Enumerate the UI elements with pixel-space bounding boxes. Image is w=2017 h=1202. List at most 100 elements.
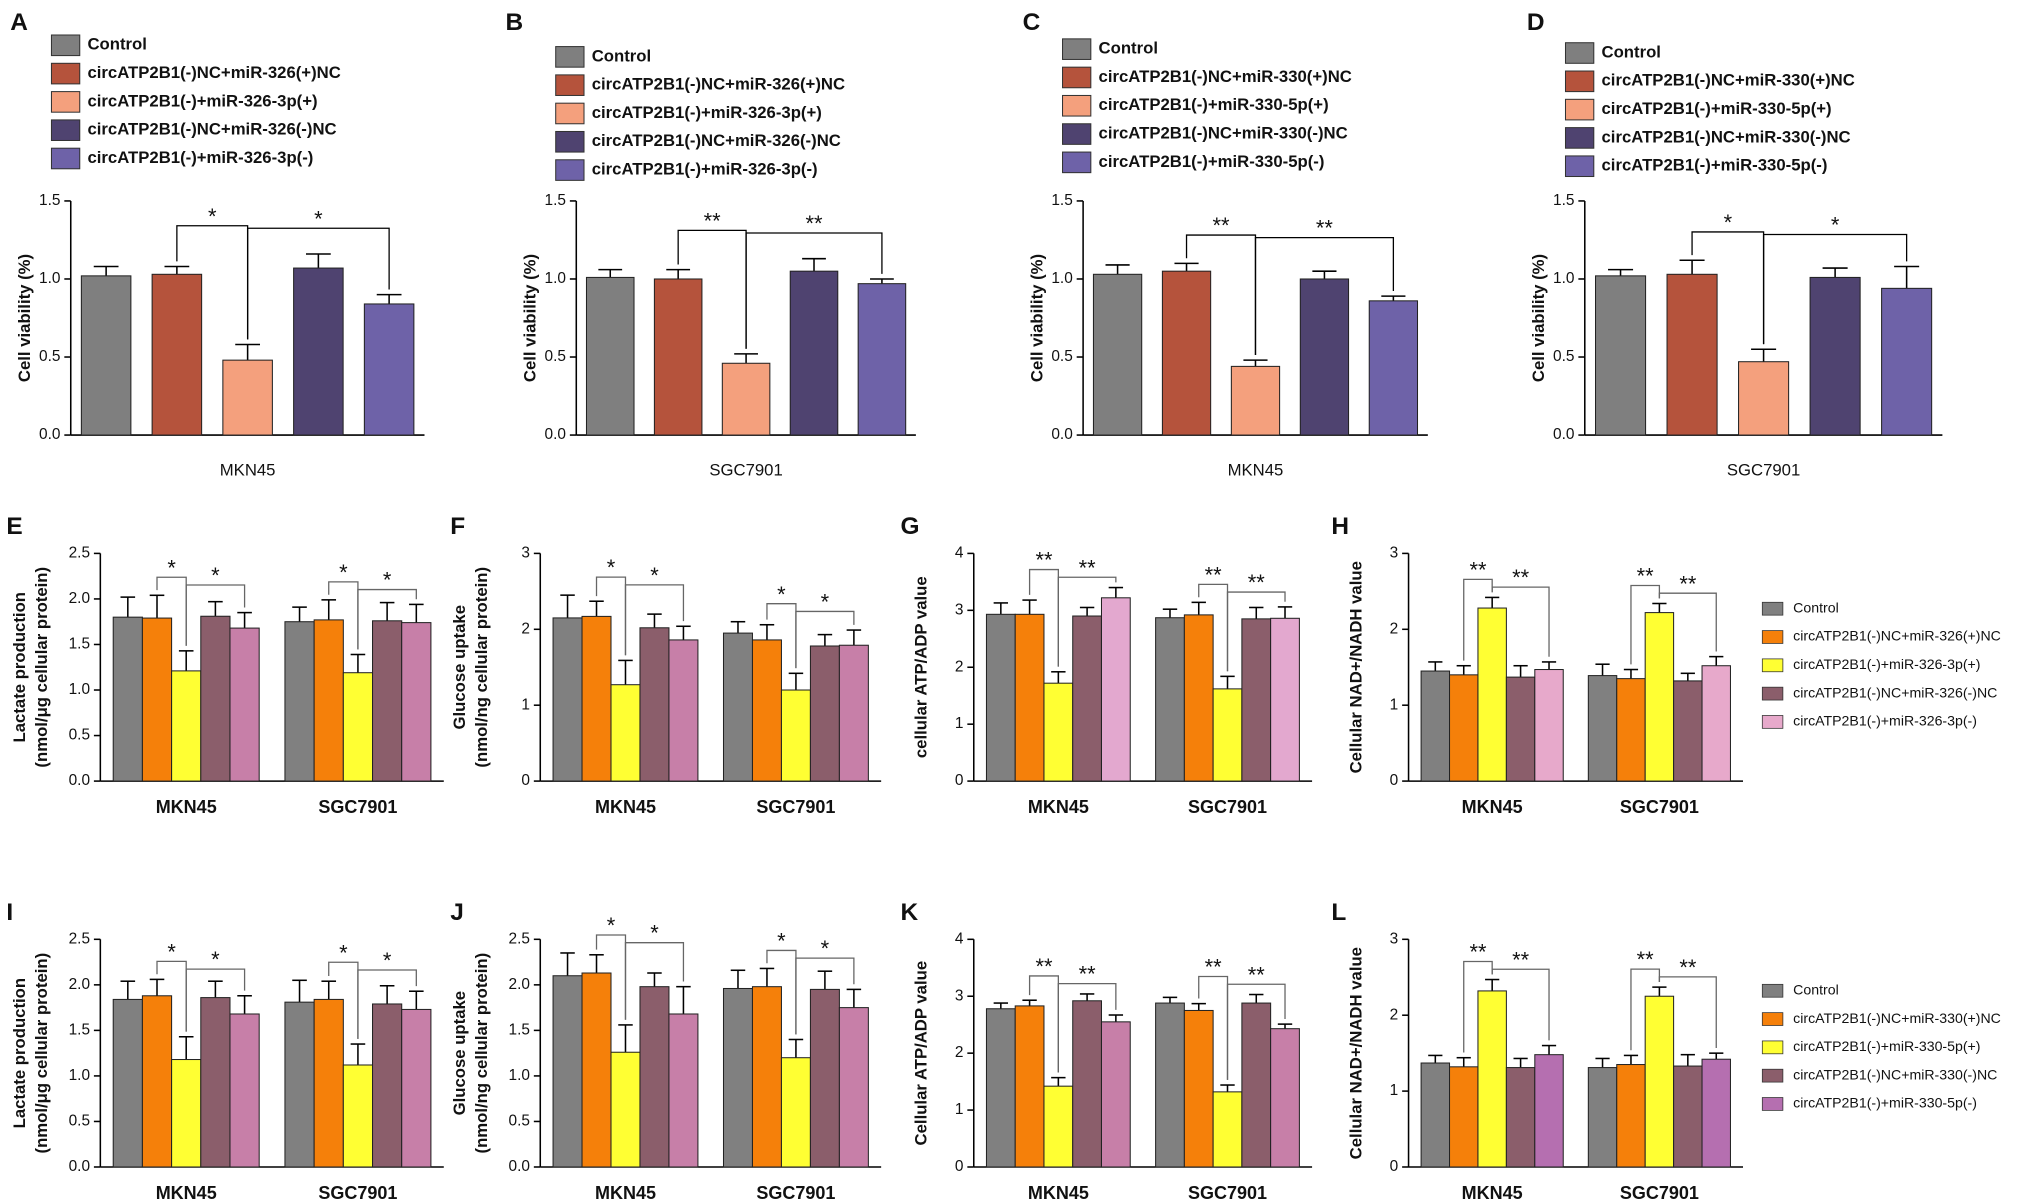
- significance-label: *: [777, 929, 786, 954]
- bar: [552, 617, 583, 782]
- y-tick-label: 1.0: [1051, 270, 1072, 287]
- significance-label: **: [1637, 947, 1655, 972]
- bar: [1534, 1054, 1564, 1168]
- significance-label: **: [1512, 947, 1530, 972]
- y-axis-label: Lactate production: [10, 978, 29, 1128]
- significance-label: **: [1679, 571, 1697, 596]
- significance-label: **: [1637, 564, 1655, 589]
- significance-label: *: [383, 568, 392, 593]
- significance-label: **: [1512, 565, 1530, 590]
- panel: K 0 1 2 3 4 Cellular ATP/ADP value MKN45 ** ** SGC…: [900, 899, 1313, 1202]
- bar: [293, 267, 344, 436]
- y-tick-label: 0: [521, 772, 530, 789]
- x-category-label: SGC7901: [1620, 797, 1699, 817]
- legend-swatch: [1564, 42, 1595, 64]
- significance-bracket: [1057, 983, 1117, 1073]
- bar: [1673, 680, 1703, 782]
- legend-swatch: [1062, 38, 1092, 60]
- panel-letter: B: [506, 9, 524, 36]
- bar: [1420, 670, 1451, 782]
- bar: [1616, 678, 1646, 782]
- bar: [284, 1001, 315, 1168]
- bar: [1183, 614, 1214, 782]
- y-tick-label: 1: [1390, 696, 1399, 713]
- bar: [112, 616, 143, 782]
- significance-label: *: [167, 939, 176, 964]
- y-axis-label: Cellular NAD+/NADH value: [1347, 947, 1366, 1159]
- significance-label: *: [821, 936, 830, 961]
- y-tick-label: 1.5: [509, 1021, 530, 1038]
- bar: [171, 670, 202, 782]
- y-tick-label: 0.0: [69, 772, 90, 789]
- x-category-label: SGC7901: [756, 797, 835, 817]
- significance-label: *: [314, 206, 323, 231]
- bar: [1270, 617, 1300, 782]
- bar: [581, 615, 612, 782]
- bar: [1587, 675, 1618, 782]
- y-axis-label: (nmol/ng cellular protein): [472, 567, 491, 768]
- significance-bracket: [1254, 237, 1395, 355]
- y-tick-label: 0.0: [1553, 426, 1574, 443]
- x-category-label: MKN45: [595, 1183, 656, 1202]
- y-tick-label: 1.0: [509, 1067, 530, 1084]
- significance-label: *: [383, 948, 392, 973]
- bar: [1241, 1002, 1272, 1168]
- y-tick-label: 0.0: [509, 1158, 530, 1175]
- x-category-label: MKN45: [1228, 461, 1284, 480]
- significance-bracket: [624, 584, 685, 656]
- legend-label: circATP2B1(-)NC+miR-326(+)NC: [592, 75, 845, 94]
- bar: [1072, 615, 1102, 782]
- bar: [313, 619, 344, 782]
- legend-swatch: [1761, 658, 1784, 673]
- legend-label: circATP2B1(-)+miR-330-5p(+): [1602, 99, 1832, 118]
- bar: [610, 1051, 641, 1168]
- bar: [1072, 1000, 1102, 1168]
- bar: [780, 689, 811, 782]
- significance-label: **: [1248, 570, 1266, 595]
- y-tick-label: 4: [955, 544, 964, 561]
- legend-label: circATP2B1(-)NC+miR-330(+)NC: [1602, 71, 1855, 90]
- panel-letter: E: [6, 513, 22, 540]
- legend-label: circATP2B1(-)+miR-330-5p(+): [1099, 95, 1329, 114]
- panel: A 0.0 0.5 1.0 1.5 Cell viability (%) MKN45 * * Co…: [10, 9, 425, 480]
- y-tick-label: 0.0: [69, 1158, 90, 1175]
- y-tick-label: 0: [955, 1158, 964, 1175]
- legend-label: Control: [1793, 599, 1839, 615]
- bar: [789, 270, 839, 436]
- y-tick-label: 2: [955, 658, 964, 675]
- significance-bracket: [1630, 584, 1661, 665]
- bar: [401, 622, 432, 782]
- x-category-label: SGC7901: [756, 1183, 835, 1202]
- significance-bracket: [1226, 983, 1286, 1080]
- bar: [1043, 682, 1074, 782]
- legend-swatch: [50, 34, 81, 57]
- bar: [1616, 1064, 1646, 1168]
- y-axis-label: Glucose uptake: [450, 991, 469, 1116]
- significance-label: **: [1212, 213, 1230, 238]
- y-tick-label: 2.0: [69, 976, 90, 993]
- x-category-label: SGC7901: [1620, 1183, 1699, 1202]
- legend-label: circATP2B1(-)NC+miR-330(+)NC: [1099, 67, 1352, 86]
- y-axis-label: Cell viability (%): [1529, 254, 1548, 382]
- bar: [1299, 278, 1350, 436]
- legend-label: circATP2B1(-)+miR-330-5p(-): [1793, 1095, 1977, 1111]
- legend-label: circATP2B1(-)+miR-330-5p(+): [1793, 1038, 1980, 1054]
- panel-letter: D: [1527, 9, 1545, 36]
- y-tick-label: 0.5: [69, 727, 90, 744]
- y-tick-label: 4: [955, 930, 964, 947]
- x-category-label: SGC7901: [1188, 797, 1267, 817]
- legend-swatch: [1761, 601, 1784, 616]
- bar: [80, 275, 132, 436]
- y-tick-label: 0.0: [545, 426, 566, 443]
- x-category-label: MKN45: [1028, 1183, 1089, 1202]
- bar: [229, 627, 260, 782]
- bar: [1809, 276, 1861, 436]
- significance-label: **: [1316, 216, 1334, 241]
- bar: [151, 273, 203, 436]
- y-tick-label: 2: [521, 620, 530, 637]
- bar: [1014, 613, 1045, 782]
- significance-label: **: [1079, 555, 1097, 580]
- bar: [838, 1007, 869, 1168]
- legend-label: circATP2B1(-)NC+miR-326(-)NC: [1793, 684, 1997, 700]
- legend-swatch: [1761, 630, 1784, 644]
